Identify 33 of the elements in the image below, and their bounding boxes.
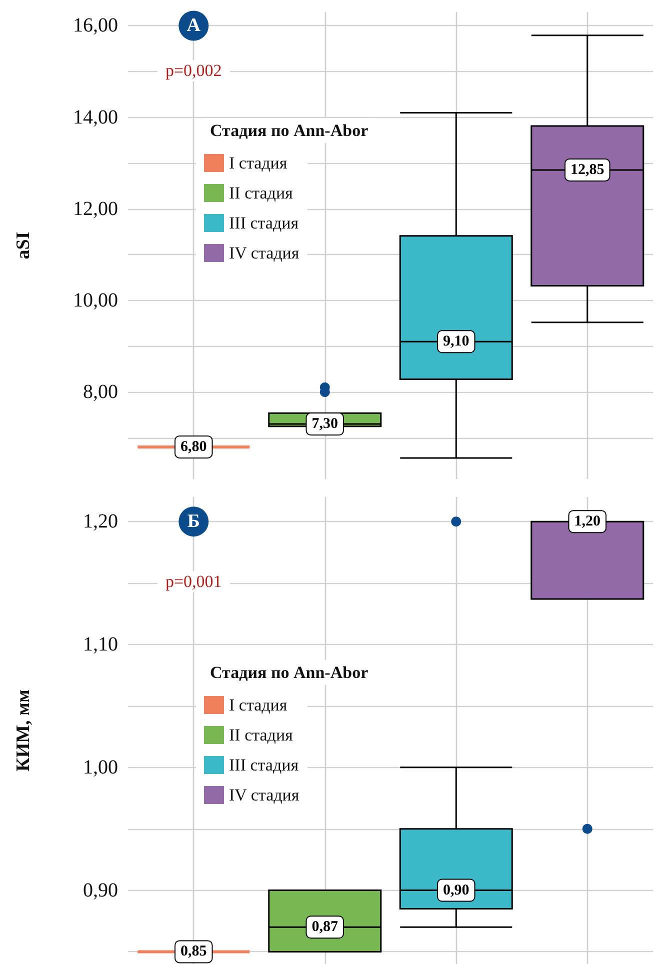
legend-label: III стадия [229,756,299,774]
y-tick-label: 8,00 [83,381,118,404]
text: 6,80 [180,438,207,455]
text: 0,85 [180,944,207,960]
y-axis-title: aSI [13,232,34,260]
legend-title: Стадия по Ann-Abor [210,663,369,682]
annotation: А [186,15,201,36]
y-tick-label: 1,10 [83,633,118,656]
legend-label: I стадия [229,154,288,172]
legend-label: II стадия [229,726,294,744]
text: 1,20 [574,514,600,530]
y-tick-label: 1,00 [83,756,118,778]
annotation: p=0,002 [165,61,222,80]
annotation: p=0,001 [165,572,222,592]
legend-label: IV стадия [229,244,300,262]
text: 12,85 [570,162,604,178]
annotation: Б [187,511,200,532]
y-tick-label: 1,20 [83,510,118,533]
legend-label: I стадия [229,696,288,714]
text: 0,87 [312,919,338,936]
legend-label: III стадия [229,214,299,232]
text: 0,90 [443,882,470,898]
legend-label: IV стадия [229,786,300,804]
legend-label: II стадия [229,184,294,202]
text: 9,10 [443,334,470,350]
y-tick-label: 10,00 [73,289,118,312]
y-tick-label: 12,00 [73,198,118,220]
y-axis-title: КИМ, мм [13,690,34,772]
text: 7,30 [312,416,338,432]
y-tick-label: 0,90 [83,879,118,902]
legend-title: Стадия по Ann-Abor [210,121,369,140]
y-tick-label: 14,00 [73,106,118,128]
y-tick-label: 16,00 [73,14,118,37]
